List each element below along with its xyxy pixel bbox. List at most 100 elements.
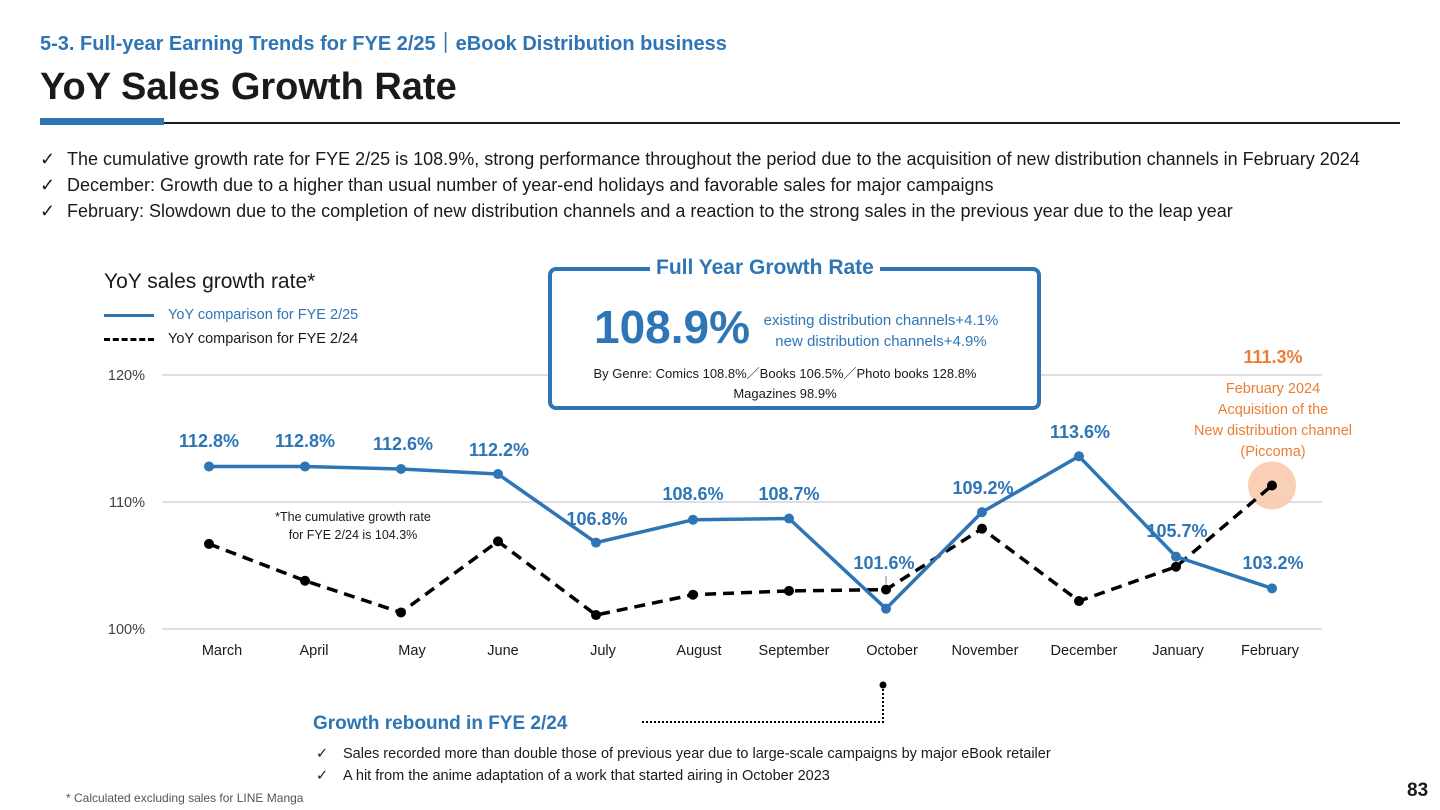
summary-bullet-text: The cumulative growth rate for FYE 2/25 … <box>67 149 1360 169</box>
new-channels: new distribution channels+4.9% <box>775 333 987 350</box>
channel-breakdown: existing distribution channels+4.1% new … <box>750 310 1012 352</box>
genre-line: By Genre: Comics 108.8%／Books 106.5%／Pho… <box>593 366 977 381</box>
section-subtitle: 5-3. Full-year Earning Trends for FYE 2/… <box>40 33 727 55</box>
summary-bullet-text: December: Growth due to a higher than us… <box>67 175 994 195</box>
x-tick-label: May <box>398 643 426 659</box>
footnote: * Calculated excluding sales for LINE Ma… <box>66 791 304 805</box>
summary-bullet: ✓ The cumulative growth rate for FYE 2/25… <box>40 146 1400 172</box>
summary-bullets: ✓ The cumulative growth rate for FYE 2/25… <box>40 146 1400 224</box>
data-label-fye25: 108.7% <box>758 484 819 504</box>
data-point-fye25 <box>396 463 406 474</box>
y-tick-label: 100% <box>108 622 145 638</box>
data-point-fye24 <box>784 585 794 596</box>
legend-swatch-solid <box>104 313 154 317</box>
legend-item-fye24: YoY comparison for FYE 2/24 <box>104 329 358 349</box>
series-line-fye25 <box>209 454 1273 611</box>
genre-breakdown: By Genre: Comics 108.8%／Books 106.5%／Pho… <box>555 364 1015 404</box>
x-tick-label: March <box>202 643 242 659</box>
callout-connector <box>640 689 884 723</box>
data-label-fye25: 109.2% <box>952 478 1013 498</box>
data-point-fye24 <box>1074 596 1084 607</box>
check-icon: ✓ <box>40 149 56 169</box>
x-tick-label: June <box>487 643 518 659</box>
check-icon: ✓ <box>40 201 56 221</box>
data-point-fye24 <box>591 610 601 621</box>
data-point-fye24 <box>493 536 503 547</box>
check-icon: ✓ <box>316 768 329 784</box>
x-tick-label: April <box>299 643 328 659</box>
rebound-title: Growth rebound in FYE 2/24 <box>313 713 568 734</box>
data-label-fye25: 113.6% <box>1050 422 1110 442</box>
data-point-fye25 <box>591 537 601 548</box>
x-tick-label: August <box>676 643 721 659</box>
x-tick-label: November <box>952 643 1019 659</box>
february-note: Acquisition of the <box>1218 402 1328 418</box>
data-point-fye24 <box>688 589 698 600</box>
rebound-bullet-text: Sales recorded more than double those of… <box>343 746 1051 762</box>
title-rule <box>40 122 1400 124</box>
callout-dot <box>879 681 887 689</box>
data-label-fye25: 108.6% <box>662 484 723 504</box>
x-tick-label: July <box>590 643 617 659</box>
x-tick-label: January <box>1152 643 1204 659</box>
existing-channels: existing distribution channels+4.1% <box>763 312 999 329</box>
data-point-fye25 <box>688 514 698 525</box>
legend-swatch-dashed <box>104 337 154 341</box>
y-tick-label: 120% <box>108 368 145 384</box>
february-note: (Piccoma) <box>1240 444 1305 460</box>
highlight-label-fye24: 111.3% <box>1243 347 1302 367</box>
check-icon: ✓ <box>316 746 329 762</box>
cumulative-note: *The cumulative growth rate <box>275 510 431 524</box>
data-point-fye25 <box>300 461 310 472</box>
cumulative-note: for FYE 2/24 is 104.3% <box>289 528 418 542</box>
data-point-fye24 <box>300 575 310 586</box>
data-label-fye25: 112.8% <box>275 431 335 451</box>
february-note: New distribution channel <box>1194 423 1352 439</box>
rebound-bullets: ✓ Sales recorded more than double those o… <box>316 743 1051 787</box>
genre-line: Magazines 98.9% <box>733 386 837 401</box>
data-point-fye24 <box>1171 561 1181 572</box>
rebound-bullet-text: A hit from the anime adaptation of a wor… <box>343 768 830 784</box>
data-label-fye25: 112.6% <box>373 434 433 454</box>
data-point-fye25 <box>493 469 503 480</box>
rebound-bullet: ✓ A hit from the anime adaptation of a wo… <box>316 765 1051 787</box>
growth-box-title: Full Year Growth Rate <box>650 256 880 280</box>
legend-label-fye25: YoY comparison for FYE 2/25 <box>168 307 359 323</box>
data-point-fye25 <box>881 603 891 614</box>
y-tick-label: 110% <box>109 495 145 511</box>
data-point-fye24 <box>1267 480 1277 491</box>
legend-item-fye25: YoY comparison for FYE 2/25 <box>104 305 358 325</box>
data-label-fye25: 112.2% <box>469 440 529 460</box>
data-point-fye24 <box>396 607 406 618</box>
series-line-fye24 <box>208 484 1274 617</box>
summary-bullet: ✓ December: Growth due to a higher than u… <box>40 172 1400 198</box>
growth-rate-box <box>548 267 1041 410</box>
data-point-fye24 <box>977 523 987 534</box>
data-point-fye25 <box>784 513 794 524</box>
check-icon: ✓ <box>40 175 56 195</box>
summary-bullet-text: February: Slowdown due to the completion… <box>67 201 1233 221</box>
data-point-fye25 <box>204 461 214 472</box>
title-rule-accent <box>40 118 164 125</box>
page-title: YoY Sales Growth Rate <box>40 66 457 108</box>
x-tick-label: October <box>866 643 918 659</box>
data-point-fye24 <box>881 584 891 595</box>
data-label-fye25: 105.7% <box>1146 521 1207 541</box>
legend-label-fye24: YoY comparison for FYE 2/24 <box>168 331 359 347</box>
data-label-fye25: 106.8% <box>566 509 627 529</box>
data-point-fye25 <box>977 507 987 518</box>
x-tick-label: February <box>1241 643 1300 659</box>
summary-bullet: ✓ February: Slowdown due to the completio… <box>40 198 1400 224</box>
chart-title: YoY sales growth rate* <box>104 270 316 293</box>
rebound-bullet: ✓ Sales recorded more than double those o… <box>316 743 1051 765</box>
x-tick-label: December <box>1051 643 1118 659</box>
page-number: 83 <box>1407 780 1429 801</box>
data-label-fye25: 103.2% <box>1242 553 1303 573</box>
data-point-fye25 <box>1171 551 1181 562</box>
x-tick-label: September <box>759 643 830 659</box>
data-label-fye25: 101.6% <box>853 553 914 573</box>
data-point-fye24 <box>204 538 214 549</box>
data-label-fye25: 112.8% <box>179 431 239 451</box>
february-note: February 2024 <box>1226 381 1320 397</box>
